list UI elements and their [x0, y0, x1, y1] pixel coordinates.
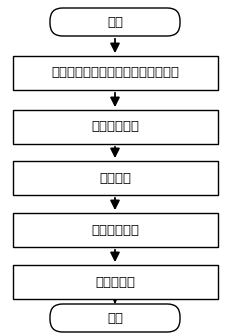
- Text: 开始: 开始: [107, 16, 123, 29]
- Text: 结束: 结束: [107, 311, 123, 324]
- FancyBboxPatch shape: [12, 161, 218, 195]
- Text: 中值滤波: 中值滤波: [99, 171, 131, 184]
- Text: 采集含有多个指针式仪表信息的图像: 采集含有多个指针式仪表信息的图像: [51, 67, 179, 80]
- FancyBboxPatch shape: [50, 304, 180, 332]
- Text: 图像二值化: 图像二值化: [95, 275, 135, 288]
- FancyBboxPatch shape: [12, 213, 218, 247]
- Text: 变为灰度图像: 变为灰度图像: [91, 121, 139, 134]
- FancyBboxPatch shape: [12, 56, 218, 90]
- FancyBboxPatch shape: [12, 110, 218, 144]
- Text: 图像灰度拉伸: 图像灰度拉伸: [91, 223, 139, 236]
- FancyBboxPatch shape: [50, 8, 180, 36]
- FancyBboxPatch shape: [12, 265, 218, 299]
